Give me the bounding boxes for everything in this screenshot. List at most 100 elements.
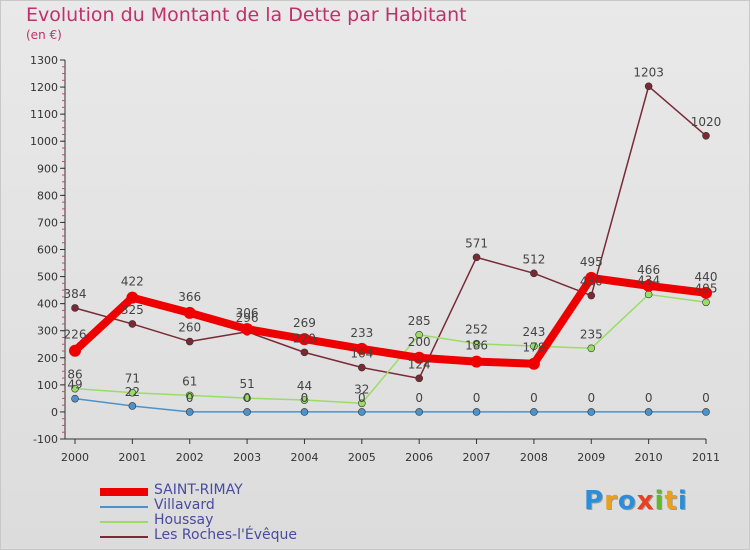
data-point-1 bbox=[185, 408, 194, 416]
chart-title: Evolution du Montant de la Dette par Hab… bbox=[26, 4, 467, 26]
y-tick-label: 600 bbox=[37, 244, 58, 257]
data-labels: 3843252602962201641245715124301203102086… bbox=[64, 65, 722, 405]
data-label-3: 124 bbox=[408, 357, 431, 371]
data-point-3 bbox=[128, 320, 137, 328]
data-point-1 bbox=[702, 408, 710, 416]
data-label-1: 49 bbox=[67, 378, 82, 392]
data-label-2: 44 bbox=[297, 379, 312, 393]
legend-label: SAINT-RIMAY bbox=[154, 482, 243, 498]
x-tick-label: 2007 bbox=[463, 451, 491, 464]
y-tick-label: 500 bbox=[37, 271, 58, 284]
data-point-2 bbox=[300, 396, 309, 404]
data-label-3: 296 bbox=[236, 311, 259, 325]
y-tick-label: 300 bbox=[37, 325, 58, 338]
chart-subtitle: (en €) bbox=[26, 28, 62, 42]
y-tick-label: 0 bbox=[51, 406, 58, 419]
legend-swatch bbox=[100, 506, 148, 508]
data-label-1: 0 bbox=[301, 391, 309, 405]
data-label-0: 306 bbox=[236, 306, 259, 320]
data-label-0: 178 bbox=[522, 341, 545, 355]
legend-label: Houssay bbox=[154, 512, 214, 528]
legend-swatch bbox=[100, 521, 148, 523]
legend-label: Villavard bbox=[154, 497, 215, 513]
x-tick-label: 2004 bbox=[290, 451, 318, 464]
data-point-2 bbox=[185, 391, 194, 400]
x-tick-label: 2003 bbox=[233, 451, 261, 464]
data-point-1 bbox=[530, 408, 538, 416]
y-tick-label: 700 bbox=[37, 216, 58, 229]
data-label-2: 71 bbox=[125, 372, 140, 386]
data-point-3 bbox=[530, 269, 538, 278]
data-point-0 bbox=[355, 342, 368, 355]
data-label-1: 0 bbox=[473, 391, 481, 405]
data-point-0 bbox=[700, 286, 712, 299]
legend-label: Les Roches-l'Évêque bbox=[154, 527, 297, 543]
data-label-3: 430 bbox=[580, 275, 603, 289]
data-point-0 bbox=[69, 344, 81, 357]
x-tick-label: 2002 bbox=[176, 451, 204, 464]
data-label-2: 51 bbox=[239, 377, 254, 391]
data-point-0 bbox=[470, 355, 483, 368]
data-point-0 bbox=[642, 279, 655, 292]
data-point-2 bbox=[71, 384, 79, 393]
data-point-2 bbox=[358, 399, 366, 408]
data-point-1 bbox=[71, 394, 79, 403]
data-label-1: 0 bbox=[243, 391, 251, 405]
data-label-2: 32 bbox=[354, 382, 369, 396]
x-tick-label: 2011 bbox=[692, 451, 720, 464]
data-label-0: 269 bbox=[293, 316, 316, 330]
data-label-0: 186 bbox=[465, 339, 488, 353]
legend-item-1: Villavard bbox=[100, 497, 360, 515]
data-label-3: 512 bbox=[522, 252, 545, 266]
data-point-3 bbox=[472, 253, 481, 262]
data-point-0 bbox=[527, 357, 540, 370]
data-label-1: 0 bbox=[645, 391, 653, 405]
data-label-0: 366 bbox=[178, 290, 201, 304]
series-lines bbox=[69, 82, 712, 416]
series-line-3 bbox=[74, 85, 707, 380]
data-label-1: 22 bbox=[125, 385, 140, 399]
data-point-0 bbox=[241, 323, 254, 336]
data-point-1 bbox=[358, 408, 366, 416]
series-line-1 bbox=[74, 397, 707, 413]
data-point-3 bbox=[644, 82, 653, 91]
data-label-0: 440 bbox=[695, 270, 718, 284]
data-point-1 bbox=[415, 408, 423, 416]
data-point-2 bbox=[243, 394, 251, 402]
series-line-2 bbox=[74, 293, 707, 405]
legend-item-0: SAINT-RIMAY bbox=[100, 482, 360, 500]
y-tick-label: -100 bbox=[33, 433, 58, 446]
data-label-1: 0 bbox=[358, 391, 366, 405]
y-tick-label: 1100 bbox=[30, 108, 58, 121]
axes: -100010020030040050060070080090010001100… bbox=[30, 54, 720, 464]
data-point-2 bbox=[644, 290, 653, 299]
data-label-2: 235 bbox=[580, 327, 603, 341]
data-label-2: 285 bbox=[408, 314, 431, 328]
data-label-0: 226 bbox=[64, 328, 87, 342]
data-label-2: 252 bbox=[465, 323, 488, 337]
y-tick-label: 900 bbox=[37, 162, 58, 175]
data-label-0: 495 bbox=[580, 255, 603, 269]
data-point-2 bbox=[530, 342, 538, 350]
data-label-0: 233 bbox=[350, 326, 373, 340]
y-tick-label: 100 bbox=[37, 379, 58, 392]
data-point-0 bbox=[298, 333, 311, 346]
data-label-1: 0 bbox=[530, 391, 538, 405]
data-label-0: 200 bbox=[408, 335, 431, 349]
data-point-1 bbox=[472, 408, 481, 416]
data-point-2 bbox=[587, 344, 596, 353]
data-label-2: 61 bbox=[182, 374, 197, 388]
data-point-1 bbox=[243, 408, 251, 416]
y-tick-label: 400 bbox=[37, 298, 58, 311]
data-label-0: 466 bbox=[637, 263, 660, 277]
legend-swatch bbox=[100, 536, 148, 538]
data-label-2: 434 bbox=[637, 273, 660, 287]
data-label-1: 0 bbox=[186, 391, 194, 405]
data-point-2 bbox=[415, 330, 423, 339]
data-label-3: 1203 bbox=[633, 65, 664, 79]
data-point-1 bbox=[300, 408, 309, 416]
data-point-3 bbox=[71, 304, 79, 312]
legend-item-3: Les Roches-l'Évêque bbox=[100, 527, 360, 545]
data-point-1 bbox=[128, 402, 137, 410]
data-label-3: 1020 bbox=[691, 115, 722, 129]
